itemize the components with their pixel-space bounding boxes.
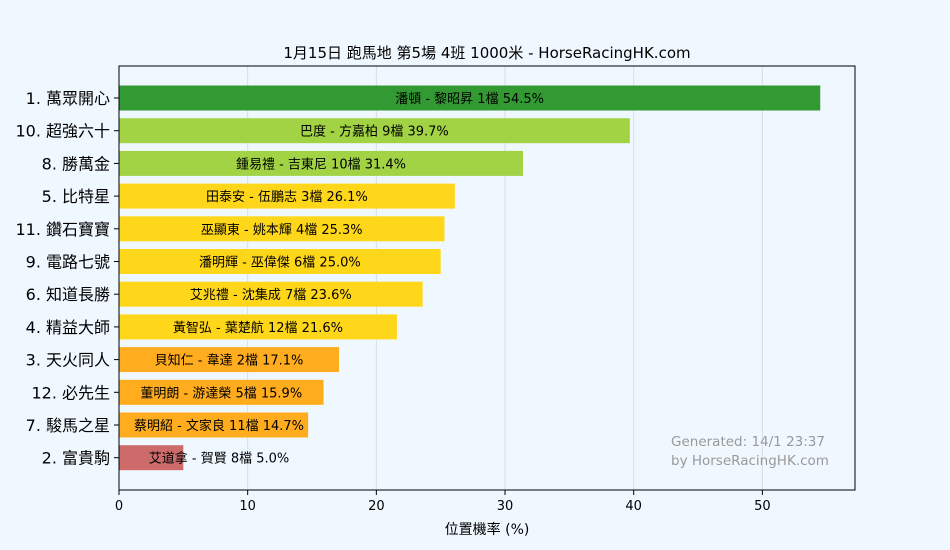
bar-label: 潘頓 - 黎昭昇 1檔 54.5%: [395, 92, 544, 107]
bar-label: 貝知仁 - 韋達 2檔 17.1%: [155, 353, 304, 369]
y-tick-label: 12. 必先生: [31, 383, 110, 402]
x-tick-label: 0: [115, 499, 123, 514]
bar: [119, 118, 630, 144]
y-tick-label: 1. 萬眾開心: [26, 89, 110, 108]
chart-title: 1月15日 跑馬地 第5場 4班 1000米 - HorseRacingHK.c…: [283, 44, 690, 62]
bar: [119, 216, 445, 242]
y-tick-label: 8. 勝萬金: [42, 154, 110, 173]
plot-area: 潘頓 - 黎昭昇 1檔 54.5% 巴度 - 方嘉柏 9檔 39.7% 鍾易禮 - …: [15, 65, 856, 514]
x-tick-label: 50: [754, 499, 771, 514]
bar-label: 黃智弘 - 葉楚航 12檔 21.6%: [173, 320, 343, 336]
bar: [119, 445, 184, 471]
bar-label: 董明朗 - 游達榮 5檔 15.9%: [140, 386, 302, 401]
bar-label: 巫顯東 - 姚本輝 4檔 25.3%: [201, 222, 363, 238]
bar: [119, 150, 524, 176]
bar-label: 田泰安 - 伍鵬志 3檔 26.1%: [206, 190, 368, 205]
bar-label: 巴度 - 方嘉柏 9檔 39.7%: [300, 124, 449, 140]
bar-label: 蔡明紹 - 文家良 11檔 14.7%: [134, 418, 304, 434]
y-tick-label: 7. 駿馬之星: [26, 416, 110, 435]
x-tick-label: 10: [239, 499, 256, 514]
y-tick-label: 2. 富貴駒: [42, 449, 110, 468]
x-tick-label: 40: [625, 499, 642, 514]
watermark-text: by HorseRacingHK.com: [671, 453, 829, 469]
bar: [119, 281, 423, 307]
y-tick-label: 4. 精益大師: [26, 318, 110, 337]
bar: [119, 85, 821, 111]
bar-label: 鍾易禮 - 吉東尼 10檔 31.4%: [236, 156, 406, 172]
bar: [119, 379, 324, 405]
y-tick-label: 6. 知道長勝: [26, 285, 110, 304]
x-axis-label: 位置機率 (%): [445, 521, 530, 538]
bar-label: 潘明輝 - 巫偉傑 6檔 25.0%: [199, 256, 361, 271]
bar-label: 艾兆禮 - 沈集成 7檔 23.6%: [190, 287, 352, 303]
y-tick-label: 10. 超強六十: [15, 122, 110, 141]
y-tick-label: 11. 鑽石寶寶: [15, 220, 110, 239]
x-tick-label: 30: [497, 499, 514, 514]
bar: [119, 249, 441, 274]
y-tick-label: 3. 天火同人: [26, 351, 110, 370]
watermark-text: Generated: 14/1 23:37: [671, 434, 825, 450]
x-tick-label: 20: [368, 499, 385, 514]
plot-frame: [118, 65, 856, 491]
y-tick-label: 5. 比特星: [42, 187, 110, 206]
bar-label: 艾道拿 - 賀賢 8檔 5.0%: [149, 451, 290, 467]
y-tick-label: 9. 電路七號: [26, 253, 110, 272]
bar: [119, 314, 397, 340]
bar: [119, 347, 340, 373]
bar: [119, 183, 455, 209]
bar: [119, 412, 309, 438]
